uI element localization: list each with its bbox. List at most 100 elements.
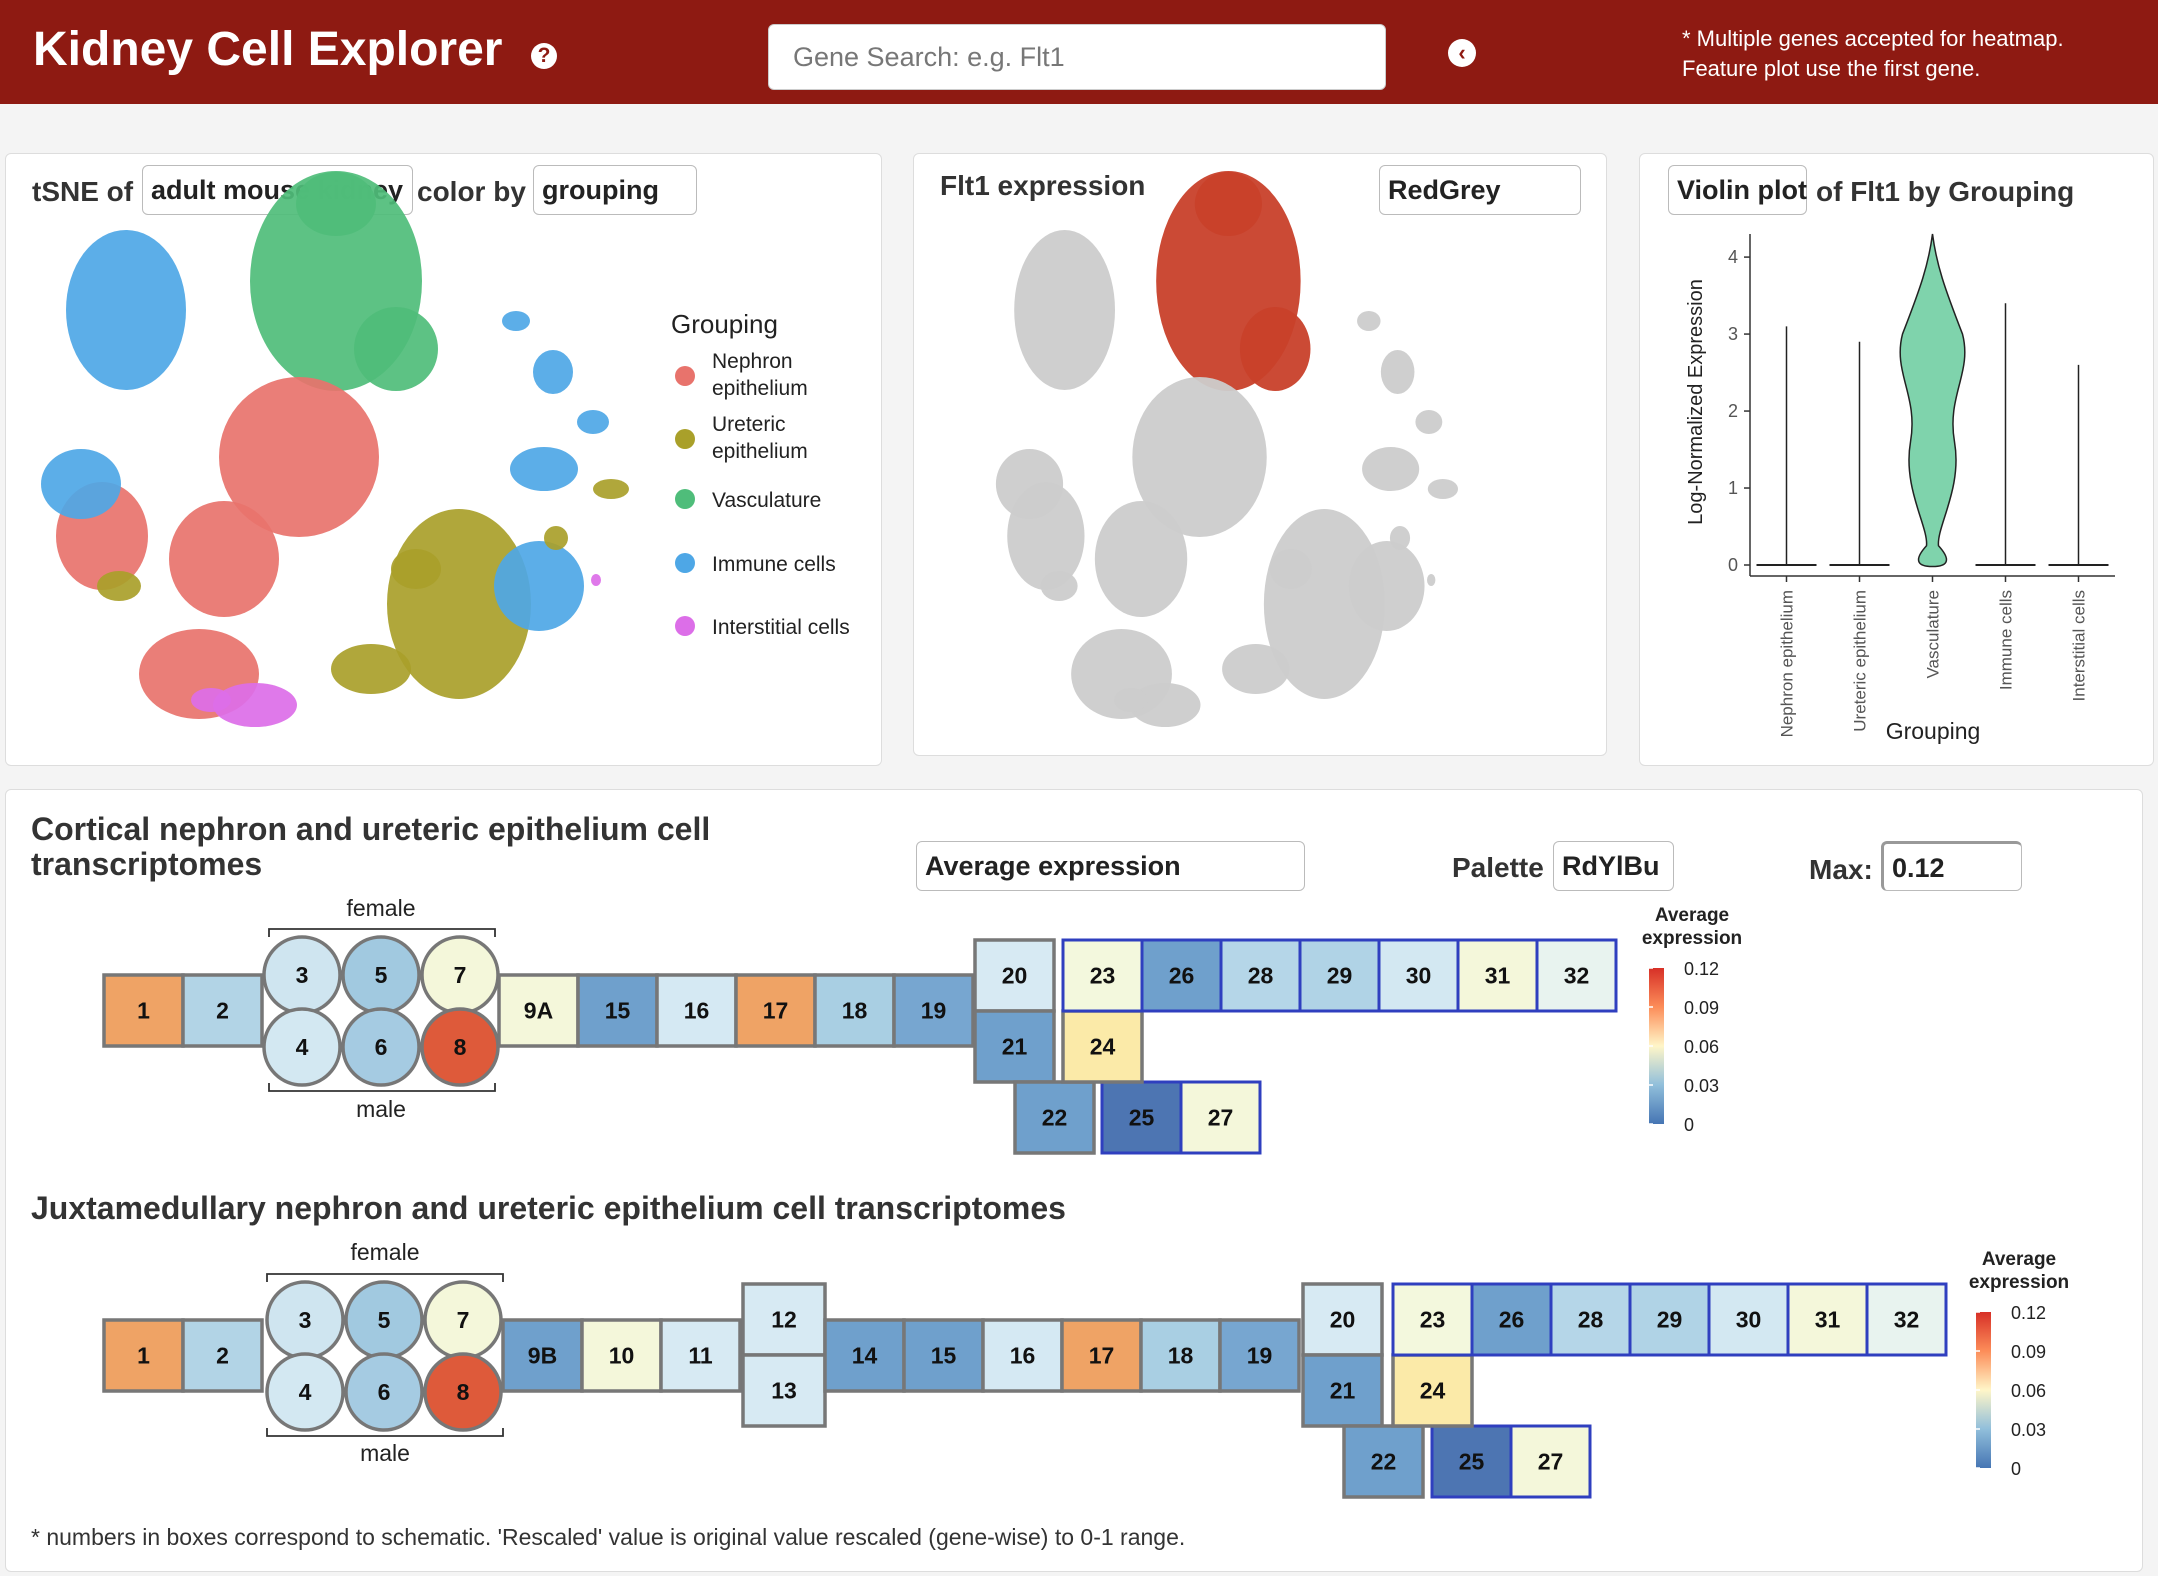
- feature-cluster: [1380, 350, 1415, 394]
- tsne-cluster: [41, 449, 121, 519]
- sex-bracket: [268, 1083, 496, 1092]
- max-input[interactable]: 0.12: [1881, 841, 2022, 891]
- segment-box[interactable]: 31: [1786, 1282, 1869, 1357]
- feature-cluster: [1129, 683, 1201, 727]
- segment-label: 13: [771, 1378, 797, 1404]
- segment-box[interactable]: 26: [1470, 1282, 1553, 1357]
- glomerulus-circle[interactable]: 6: [341, 1007, 421, 1087]
- search-note-line2: Feature plot use the first gene.: [1682, 56, 1981, 81]
- chevron-left-icon[interactable]: ‹: [1448, 39, 1476, 67]
- segment-box[interactable]: 9A: [497, 973, 580, 1048]
- segment-box[interactable]: 12: [741, 1282, 827, 1357]
- plot-type-select[interactable]: Violin plot: [1668, 165, 1807, 215]
- segment-box[interactable]: 30: [1707, 1282, 1790, 1357]
- segment-box[interactable]: 17: [734, 973, 817, 1048]
- segment-box[interactable]: 31: [1456, 938, 1539, 1013]
- segment-label: 30: [1406, 963, 1432, 989]
- segment-box[interactable]: 23: [1391, 1282, 1474, 1357]
- segment-box[interactable]: 28: [1219, 938, 1302, 1013]
- segment-box[interactable]: 28: [1549, 1282, 1632, 1357]
- glomerulus-circle[interactable]: 3: [265, 1280, 345, 1360]
- segment-label: 31: [1485, 963, 1511, 989]
- glomerulus-circle[interactable]: 7: [423, 1280, 503, 1360]
- feature-cluster: [1362, 447, 1420, 491]
- feature-palette-select[interactable]: RedGrey: [1379, 165, 1581, 215]
- feature-title: Flt1 expression: [940, 170, 1146, 201]
- segment-box[interactable]: 11: [659, 1318, 742, 1393]
- glomerulus-circle[interactable]: 6: [344, 1352, 424, 1432]
- segment-box[interactable]: 20: [973, 938, 1056, 1013]
- segment-box[interactable]: 22: [1013, 1080, 1096, 1155]
- heatmap-colorbar-label: 0: [2011, 1459, 2021, 1479]
- heatmap-colorbar-label: 0.09: [2011, 1342, 2046, 1362]
- segment-box[interactable]: 18: [813, 973, 896, 1048]
- segment-box[interactable]: 25: [1100, 1080, 1183, 1155]
- cortical-title-line2: transcriptomes: [31, 846, 263, 882]
- segment-box[interactable]: 2: [181, 1318, 264, 1393]
- segment-box[interactable]: 2: [181, 973, 264, 1048]
- violin-chart: Log-Normalized Expression Grouping 0 1 2 3 4…: [1685, 233, 2115, 744]
- glomerulus-circle[interactable]: 3: [262, 935, 342, 1015]
- segment-label: 8: [454, 1034, 467, 1060]
- glomerulus-circle[interactable]: 8: [423, 1352, 503, 1432]
- glomerulus-circle[interactable]: 5: [341, 935, 421, 1015]
- segment-label: 14: [852, 1343, 878, 1369]
- segment-box[interactable]: 20: [1301, 1282, 1384, 1357]
- segment-box[interactable]: 24: [1391, 1353, 1474, 1428]
- segment-box[interactable]: 25: [1430, 1424, 1513, 1499]
- glomerulus-circle[interactable]: 8: [420, 1007, 500, 1087]
- segment-box[interactable]: 9B: [501, 1318, 584, 1393]
- segment-box[interactable]: 1: [102, 1318, 185, 1393]
- segment-box[interactable]: 32: [1865, 1282, 1948, 1357]
- segment-box[interactable]: 21: [973, 1009, 1056, 1084]
- segment-box[interactable]: 19: [1218, 1318, 1301, 1393]
- segment-box[interactable]: 27: [1179, 1080, 1262, 1155]
- segment-box[interactable]: 24: [1061, 1009, 1144, 1084]
- tsne-cluster: [213, 683, 297, 727]
- segment-box[interactable]: 15: [576, 973, 659, 1048]
- segment-box[interactable]: 29: [1628, 1282, 1711, 1357]
- tsne-cluster: [296, 172, 376, 236]
- segment-box[interactable]: 17: [1060, 1318, 1143, 1393]
- segment-box[interactable]: 19: [892, 973, 975, 1048]
- segment-box[interactable]: 29: [1298, 938, 1381, 1013]
- segment-label: 4: [296, 1034, 309, 1060]
- segment-box[interactable]: 26: [1140, 938, 1223, 1013]
- palette-label: Palette: [1452, 852, 1544, 883]
- segment-box[interactable]: 22: [1342, 1424, 1425, 1499]
- glomerulus-circle[interactable]: 4: [265, 1352, 345, 1432]
- feature-cluster: [1194, 172, 1262, 236]
- sex-bracket: [268, 928, 496, 937]
- segment-box[interactable]: 15: [902, 1318, 985, 1393]
- tsne-cluster: [494, 541, 584, 631]
- segment-box[interactable]: 16: [655, 973, 738, 1048]
- help-icon[interactable]: ?: [531, 43, 557, 69]
- measure-select[interactable]: Average expression: [916, 841, 1305, 891]
- segment-box[interactable]: 21: [1301, 1353, 1384, 1428]
- segment-box[interactable]: 32: [1535, 938, 1618, 1013]
- glomerulus-circle[interactable]: 5: [344, 1280, 424, 1360]
- glomerulus-circle[interactable]: 7: [420, 935, 500, 1015]
- violin-x-tick-label: Nephron epithelium: [1778, 590, 1797, 737]
- segment-box[interactable]: 1: [102, 973, 185, 1048]
- segment-box[interactable]: 30: [1377, 938, 1460, 1013]
- segment-box[interactable]: 23: [1061, 938, 1144, 1013]
- segment-box[interactable]: 18: [1139, 1318, 1222, 1393]
- tsne-legend-swatch: [675, 616, 695, 636]
- glomerulus-circle[interactable]: 4: [262, 1007, 342, 1087]
- segment-box[interactable]: 14: [823, 1318, 906, 1393]
- color-by-select[interactable]: grouping: [533, 165, 697, 215]
- search-note: * Multiple genes accepted for heatmap. F…: [1682, 24, 2064, 84]
- palette-select[interactable]: RdYlBu: [1553, 841, 1674, 891]
- feature-cluster: [1222, 644, 1290, 694]
- feature-cluster: [1427, 479, 1459, 499]
- segment-box[interactable]: 16: [981, 1318, 1064, 1393]
- segment-box[interactable]: 27: [1509, 1424, 1592, 1499]
- feature-cluster: [1014, 230, 1115, 390]
- heatmap-colorbar-label: 0.03: [1684, 1076, 1719, 1096]
- segment-box[interactable]: 10: [580, 1318, 663, 1393]
- tsne-cluster: [97, 571, 141, 601]
- gene-search-input[interactable]: [768, 24, 1386, 90]
- violin-x-tick-label: Vasculature: [1924, 590, 1943, 679]
- segment-box[interactable]: 13: [741, 1353, 827, 1428]
